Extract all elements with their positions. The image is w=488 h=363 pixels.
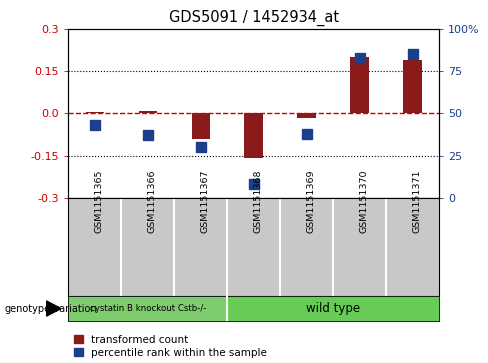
Bar [244, 113, 263, 158]
Text: GSM1151365: GSM1151365 [95, 169, 104, 233]
Text: GSM1151367: GSM1151367 [201, 169, 210, 233]
Text: GSM1151370: GSM1151370 [360, 169, 369, 233]
Bar [404, 60, 422, 113]
Bar [191, 113, 210, 139]
Text: GSM1151368: GSM1151368 [254, 169, 263, 233]
Bar [68, 296, 227, 321]
Text: GSM1151369: GSM1151369 [307, 169, 316, 233]
Text: genotype/variation: genotype/variation [5, 303, 98, 314]
Bar [139, 111, 157, 113]
Bar [350, 57, 369, 113]
Text: cystatin B knockout Cstb-/-: cystatin B knockout Cstb-/- [90, 304, 206, 313]
Polygon shape [46, 301, 61, 316]
Text: wild type: wild type [306, 302, 360, 315]
Bar [298, 113, 316, 118]
Bar [85, 112, 104, 113]
Bar [227, 296, 439, 321]
Title: GDS5091 / 1452934_at: GDS5091 / 1452934_at [169, 10, 339, 26]
Text: GSM1151371: GSM1151371 [413, 169, 422, 233]
Text: GSM1151366: GSM1151366 [148, 169, 157, 233]
Legend: transformed count, percentile rank within the sample: transformed count, percentile rank withi… [74, 335, 267, 358]
